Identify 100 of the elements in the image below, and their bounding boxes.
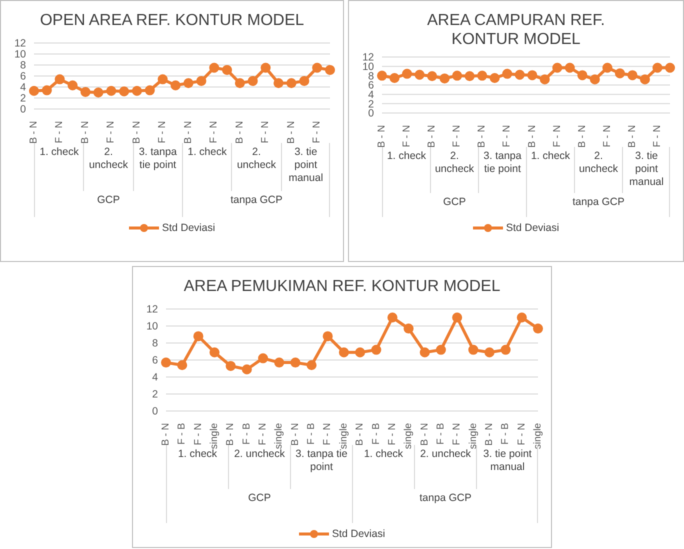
y-tick-label: 12 [362, 52, 374, 64]
x-tick-label: F - N [502, 125, 513, 148]
y-tick-label: 8 [20, 60, 26, 72]
text: 3. tie point manual [483, 448, 532, 473]
point [577, 70, 588, 80]
text: 2. uncheck [231, 143, 281, 191]
x-tick-label: single [403, 422, 414, 450]
x-tick-label: B - N [419, 423, 430, 446]
point [533, 324, 543, 334]
point [132, 86, 142, 96]
text: 1. check [382, 147, 430, 193]
x-tick-label: F - B [370, 422, 382, 445]
point [248, 76, 258, 86]
point [440, 73, 450, 84]
text: tanpa GCP [352, 489, 538, 523]
x-tick-label: F - N [192, 423, 204, 446]
x-tick-label: F - N [386, 423, 398, 446]
x-tick-label: B - N [576, 125, 588, 148]
point [640, 74, 650, 84]
point [80, 86, 90, 97]
point [144, 85, 155, 96]
point [158, 74, 168, 84]
x-tick-label: B - N [160, 423, 172, 446]
point [42, 85, 52, 96]
point [614, 68, 625, 78]
y-tick-label: 8 [152, 338, 158, 350]
point [234, 78, 245, 88]
x-tick-label: B - N [290, 423, 301, 446]
point [516, 312, 527, 322]
x-tick-label: F - N [516, 423, 528, 446]
text: tanpa GCP [182, 191, 330, 217]
point [196, 76, 206, 86]
x-tick-label: single [338, 422, 350, 450]
y-tick-label: 12 [14, 38, 26, 50]
text: 1. check [364, 448, 404, 460]
x-tick-label: F - N [312, 121, 323, 144]
x-tick-label: B - N [225, 423, 236, 446]
y-tick-label: 6 [152, 354, 158, 367]
point [436, 344, 446, 355]
y-tick-label: 10 [14, 48, 26, 61]
x-tick-label: single [209, 422, 220, 450]
x-tick-label: B - N [182, 121, 194, 144]
point [564, 62, 575, 73]
text: 2. uncheck [83, 143, 133, 191]
point [490, 73, 500, 83]
y-tick-label: 4 [152, 372, 158, 384]
point [404, 324, 414, 334]
y-tick-label: 2 [20, 92, 26, 105]
y-tick-label: 2 [152, 388, 158, 401]
text: 2. uncheck [574, 147, 622, 193]
point [377, 70, 387, 81]
point [420, 347, 430, 358]
point [258, 353, 268, 364]
point [652, 62, 662, 73]
point [452, 70, 462, 81]
x-tick-label: B - N [234, 121, 246, 144]
x-tick-label: B - N [476, 125, 488, 148]
text: GCP [34, 191, 182, 217]
point [402, 68, 412, 79]
y-tick-label: 10 [146, 320, 158, 333]
text: tanpa GCP [526, 193, 670, 217]
x-tick-label: F - N [157, 121, 168, 144]
point [68, 80, 78, 90]
x-tick-label: B - N [526, 125, 538, 148]
legend-label: Std Deviasi [162, 222, 216, 234]
x-tick-label: B - N [131, 121, 142, 144]
point [355, 347, 366, 358]
point [322, 331, 333, 342]
legend-label: Std Deviasi [506, 222, 560, 234]
point [427, 71, 438, 82]
point [464, 71, 475, 82]
point [177, 360, 188, 370]
point [500, 344, 511, 355]
x-tick-label: B - N [626, 125, 638, 148]
x-tick-label: B - N [484, 423, 495, 446]
x-tick-label: F - B [435, 422, 446, 445]
x-tick-label: F - N [452, 423, 463, 446]
y-tick-label: 6 [20, 70, 26, 83]
text: 1. check [526, 147, 574, 193]
x-tick-label: F - N [106, 121, 117, 144]
x-tick-label: F - B [500, 422, 512, 445]
point [602, 62, 612, 73]
point [468, 344, 478, 355]
text: 1. check [34, 143, 84, 191]
x-tick-label: B - N [286, 121, 297, 144]
point [552, 62, 562, 73]
x-tick-label: F - B [306, 422, 318, 445]
text: 1. check [182, 143, 232, 191]
point [161, 358, 171, 368]
point [170, 80, 181, 90]
x-tick-label: F - B [241, 422, 252, 445]
text: 2. uncheck [430, 147, 478, 193]
point [29, 86, 39, 96]
point [484, 347, 494, 358]
point [290, 358, 300, 368]
x-tick-label: F - N [54, 121, 66, 144]
point [414, 70, 425, 80]
x-tick-label: B - N [426, 125, 438, 148]
text: GCP [382, 193, 526, 217]
x-tick-label: B - N [80, 121, 91, 144]
